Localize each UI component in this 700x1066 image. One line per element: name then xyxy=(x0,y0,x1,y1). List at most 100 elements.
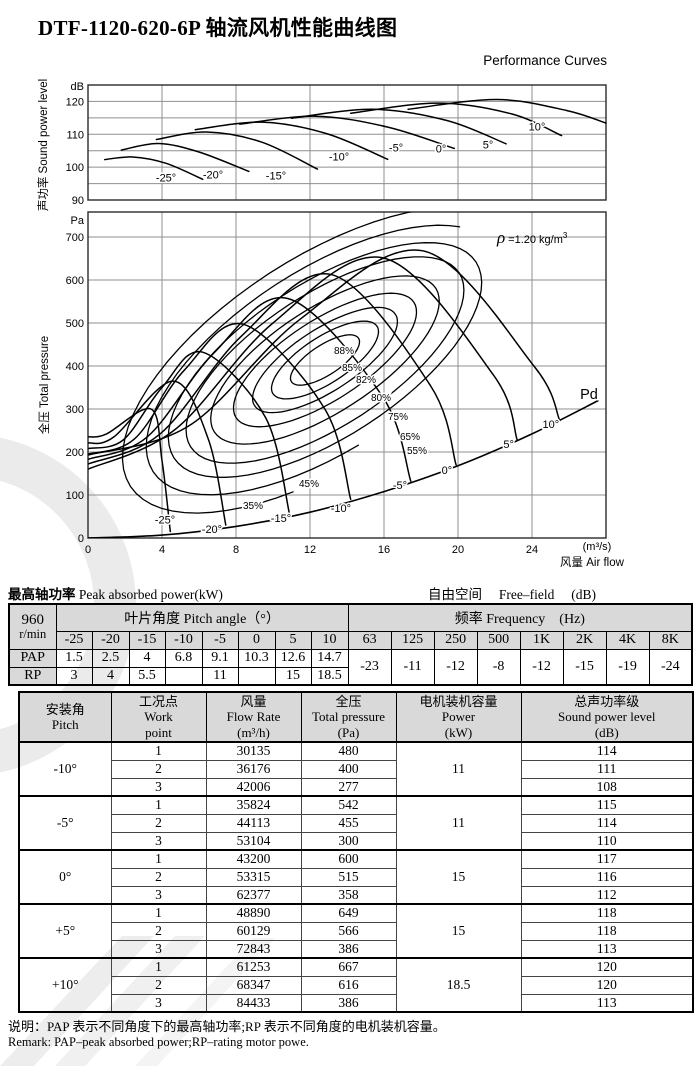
pap-value: 12.6 xyxy=(274,648,312,668)
work-point-cell: 1 xyxy=(110,903,207,923)
column-header-0: 安装角 Pitch xyxy=(18,691,112,743)
pap-value: 1.5 xyxy=(55,648,93,668)
work-point-cell: 2 xyxy=(110,921,207,941)
rp-value: 3 xyxy=(55,666,93,686)
sound-power-cell: 120 xyxy=(520,975,694,995)
page-title: DTF-1120-620-6P 轴流风机性能曲线图 xyxy=(38,16,398,40)
pap-value: 14.7 xyxy=(310,648,349,668)
peak-power-caption-en: Peak absorbed power(kW) xyxy=(75,587,223,602)
header-line: 总声功率级 xyxy=(574,694,640,710)
flow-rate-cell: 72843 xyxy=(205,939,302,959)
sound-power-cell: 113 xyxy=(520,993,694,1013)
x-tick-label: 0 xyxy=(85,544,91,556)
pitch-angle-label: -15° xyxy=(271,513,291,525)
header-line: Work xyxy=(144,709,173,725)
total-pressure-cell: 277 xyxy=(300,777,397,797)
flow-rate-cell: 84433 xyxy=(205,993,302,1013)
pitch-angle-header: 叶片角度 Pitch angle（°） xyxy=(55,603,349,632)
table-row: 2 36176 400 111 xyxy=(19,759,694,779)
rp-value xyxy=(164,666,203,686)
frequency-value: 2K xyxy=(562,630,607,650)
peak-power-table: 960 r/min 叶片角度 Pitch angle（°） 频率 Frequency … xyxy=(8,603,694,686)
pap-value: 4 xyxy=(128,648,166,668)
header-line: 安装角 xyxy=(45,701,85,717)
efficiency-contour-80 xyxy=(232,292,418,428)
header-line: (Pa) xyxy=(337,724,360,740)
sound-curve-10° xyxy=(407,98,607,124)
fan-curve-5° xyxy=(88,256,518,470)
flow-rate-cell: 61253 xyxy=(205,957,302,977)
fan-curve-10° xyxy=(88,249,561,456)
table-row: 0° 1 43200 600 15 117 xyxy=(18,849,694,905)
power-cell: 11 xyxy=(395,741,522,797)
flow-rate-cell: 48890 xyxy=(205,903,302,923)
pitch-angle-value: -5 xyxy=(201,630,239,650)
plot-frame xyxy=(87,211,607,539)
x-tick-label: 4 xyxy=(159,544,165,556)
efficiency-label: 82% xyxy=(356,375,376,386)
pitch-angle-label: -20° xyxy=(202,524,222,536)
plot-frame xyxy=(87,84,607,201)
frequency-value: 8K xyxy=(648,630,693,650)
y-tick-label: 600 xyxy=(66,275,84,287)
free-field-value: -23 xyxy=(347,648,392,686)
x-unit-label: (m³/s) xyxy=(583,541,612,553)
y-unit-label: dB xyxy=(71,81,84,93)
pitch-angle-label: -10° xyxy=(331,503,351,515)
sound-power-cell: 118 xyxy=(520,903,694,923)
y-axis-title: 声功率 Sound power level xyxy=(36,79,50,211)
sound-curve--20° xyxy=(120,142,250,173)
remark-en: Remark: PAP–peak absorbed power;RP–ratin… xyxy=(8,1035,309,1049)
total-pressure-cell: 515 xyxy=(300,867,397,887)
header-line: Power xyxy=(441,709,476,725)
efficiency-contour-75 xyxy=(210,275,440,445)
fan-curve--20° xyxy=(88,380,227,526)
sound-power-cell: 110 xyxy=(520,831,694,851)
efficiency-label: 80% xyxy=(371,393,391,404)
table-row: 3 53104 300 110 xyxy=(19,831,694,851)
peak-power-caption-zh: 最高轴功率 xyxy=(8,587,76,602)
y-tick-label: 200 xyxy=(66,447,84,459)
total-pressure-cell: 667 xyxy=(300,957,397,977)
free-field-value: -12 xyxy=(519,648,564,686)
flow-rate-cell: 60129 xyxy=(205,921,302,941)
total-pressure-cell: 358 xyxy=(300,885,397,905)
density-annotation: ρ =1.20 kg/m3 xyxy=(496,228,568,247)
pitch-angle-label: 10° xyxy=(543,419,560,431)
fan-curve--15° xyxy=(88,350,291,516)
pitch-cell: 0° xyxy=(18,849,112,905)
frequency-header: 频率 Frequency (Hz) xyxy=(347,603,693,632)
y-tick-label: 100 xyxy=(66,490,84,502)
frequency-value: 125 xyxy=(390,630,435,650)
curves xyxy=(88,212,599,538)
y-axis-title: 全压 Total pressure xyxy=(37,336,51,434)
pitch-cell: -10° xyxy=(18,741,112,797)
work-point-cell: 2 xyxy=(110,813,207,833)
table-row: +10° 1 61253 667 18.5 120 xyxy=(18,957,694,1013)
x-tick-label: 8 xyxy=(233,544,239,556)
work-point-cell: 1 xyxy=(110,741,207,761)
flow-rate-cell: 53315 xyxy=(205,867,302,887)
y-tick-label: 700 xyxy=(66,232,84,244)
flow-rate-cell: 35824 xyxy=(205,795,302,815)
header-line: 工况点 xyxy=(138,694,178,710)
gridlines xyxy=(87,212,607,538)
sound-power-cell: 114 xyxy=(520,741,694,761)
total-pressure-cell: 400 xyxy=(300,759,397,779)
frequency-value: 1K xyxy=(519,630,564,650)
work-point-cell: 1 xyxy=(110,849,207,869)
total-pressure-cell: 542 xyxy=(300,795,397,815)
header-line: Flow Rate xyxy=(226,709,281,725)
header-line: 全压 xyxy=(335,694,362,710)
table-row: 3 84433 386 113 xyxy=(19,993,694,1013)
table-row: 2 68347 616 120 xyxy=(19,975,694,995)
frequency-value: 63 xyxy=(347,630,392,650)
fan-curve--25° xyxy=(88,407,172,533)
table-row: 3 72843 386 113 xyxy=(19,939,694,959)
efficiency-contour-65 xyxy=(185,256,465,464)
curve-label: 0° xyxy=(436,144,447,156)
rp-value xyxy=(237,666,276,686)
efficiency-label: 75% xyxy=(388,412,408,423)
